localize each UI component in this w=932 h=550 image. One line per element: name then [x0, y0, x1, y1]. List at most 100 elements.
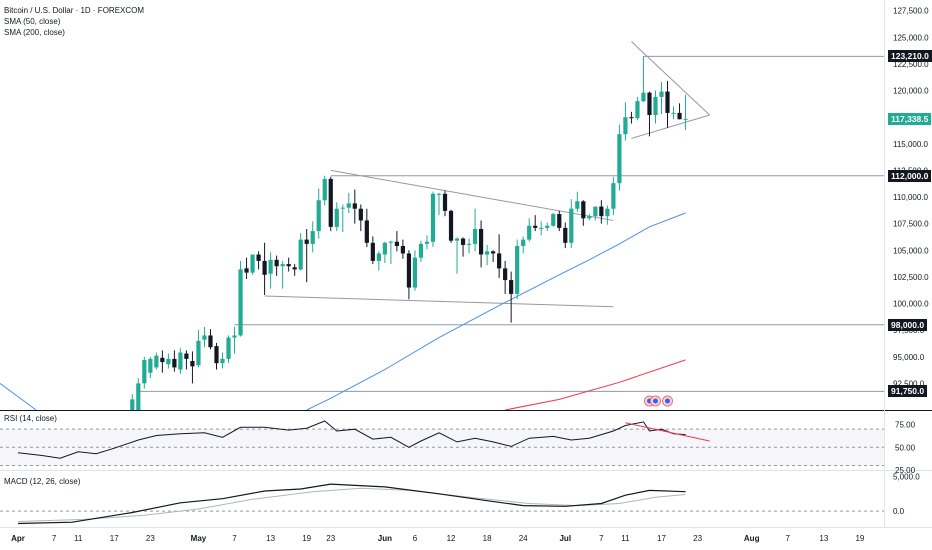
- time-tick-label: 23: [146, 534, 155, 543]
- candle-body: [527, 225, 532, 240]
- candle-body: [376, 253, 381, 261]
- candle-body: [412, 257, 418, 288]
- candle-body: [130, 399, 135, 410]
- candle-body: [430, 193, 436, 242]
- candle-body: [322, 178, 327, 201]
- candle-body: [154, 355, 159, 368]
- candle-body: [136, 383, 141, 410]
- price-tick-label: 125,000.0: [893, 33, 929, 42]
- candle-body: [352, 203, 357, 209]
- candle-body: [220, 358, 225, 364]
- time-tick-label: 17: [110, 534, 119, 543]
- symbol-title: Bitcoin / U.S. Dollar · 1D · FOREXCOM: [4, 6, 145, 15]
- candle-body: [334, 208, 339, 227]
- macd-legend: MACD (12, 26, close): [4, 477, 81, 486]
- candle-body: [286, 264, 291, 267]
- rsi-legend: RSI (14, close): [4, 414, 57, 423]
- candle-body: [298, 239, 303, 270]
- price-tag-last-price: 117,338.5: [888, 112, 932, 125]
- candle-body: [623, 117, 628, 135]
- candle-body: [671, 112, 676, 114]
- time-tick-label: Aug: [744, 534, 760, 543]
- price-tick-label: 127,500.0: [893, 7, 929, 16]
- candle-body: [304, 239, 309, 244]
- time-tick-label: 17: [657, 534, 666, 543]
- price-tick-label: 115,000.0: [893, 140, 929, 149]
- candle-body: [460, 238, 466, 245]
- candle-body: [454, 238, 460, 241]
- candle-body: [184, 353, 189, 359]
- sma50-line: [306, 212, 686, 410]
- candle-body: [484, 251, 490, 255]
- candle-body: [629, 117, 634, 119]
- candle-body: [515, 246, 520, 294]
- price-tag-resistance-high: 123,210.0: [888, 50, 932, 63]
- sma200-legend: SMA (200, close): [4, 28, 65, 37]
- candle-body: [569, 208, 574, 243]
- time-tick-label: Jun: [378, 534, 392, 543]
- candle-body: [509, 280, 514, 294]
- candle-body: [587, 216, 592, 219]
- time-tick-label: Jul: [559, 534, 571, 543]
- candle-body: [208, 335, 213, 348]
- candle-body: [472, 228, 478, 244]
- candle-body: [611, 183, 616, 209]
- time-tick-label: 19: [855, 534, 864, 543]
- candle-body: [436, 193, 442, 195]
- candle-body: [539, 227, 544, 229]
- price-tick-label: 102,500.0: [893, 273, 929, 282]
- time-tick-label: 13: [266, 534, 275, 543]
- macd-tick-label: 0.0: [893, 507, 905, 516]
- time-tick-label: 11: [74, 534, 83, 543]
- candle-body: [503, 268, 508, 281]
- candle-body: [647, 92, 652, 116]
- candle-body: [599, 206, 604, 217]
- triangle-upper: [631, 41, 710, 116]
- price-tick-label: 92,500.0: [893, 379, 925, 388]
- rsi-tick-label: 75.00: [895, 421, 916, 430]
- candle-body: [563, 227, 568, 243]
- sma200-line: [505, 359, 686, 410]
- candle-body: [418, 243, 424, 258]
- price-tag-level-91750: 91,750.0: [888, 385, 928, 398]
- macd-tick-label: 5,000.0: [893, 473, 920, 482]
- candle-body: [557, 214, 562, 228]
- price-tick-label: 95,000.0: [893, 353, 925, 362]
- event-flag-icon-core: [665, 398, 671, 404]
- rsi-band: [0, 429, 884, 466]
- macd-line: [17, 483, 686, 525]
- candle-body: [232, 335, 237, 338]
- rsi-plot: [0, 420, 884, 466]
- candle-body: [533, 225, 538, 228]
- candle-body: [605, 208, 610, 217]
- price-tick-label: 105,000.0: [893, 246, 929, 255]
- candle-body: [310, 231, 315, 244]
- candle-body: [497, 253, 502, 269]
- time-tick-label: 23: [326, 534, 335, 543]
- candle-body: [274, 259, 279, 267]
- macd-signal-line: [17, 487, 686, 522]
- candle-body: [665, 91, 670, 113]
- candle-body: [575, 201, 580, 209]
- time-tick-label: May: [191, 534, 207, 543]
- time-tick-label: Apr: [11, 534, 25, 543]
- price-tick-label: 120,000.0: [893, 87, 929, 96]
- candle-body: [202, 335, 207, 340]
- rsi-line: [17, 420, 686, 459]
- price-tick-label: 122,500.0: [893, 60, 929, 69]
- macd-plot: [0, 483, 884, 525]
- candle-body: [364, 220, 369, 243]
- candle-body: [388, 241, 393, 243]
- candle-body: [292, 267, 297, 270]
- candle-body: [190, 361, 195, 367]
- candle-body: [659, 91, 664, 97]
- event-flag-icon-core: [652, 398, 658, 404]
- candle-body: [593, 206, 598, 217]
- candle-body: [346, 203, 351, 208]
- price-tag-level-112k: 112,000.0: [888, 169, 932, 182]
- rsi-tick-label: 50.00: [895, 443, 916, 452]
- candle-body: [316, 200, 321, 232]
- time-tick-label: 23: [693, 534, 702, 543]
- price-tick-label: 110,000.0: [893, 193, 929, 202]
